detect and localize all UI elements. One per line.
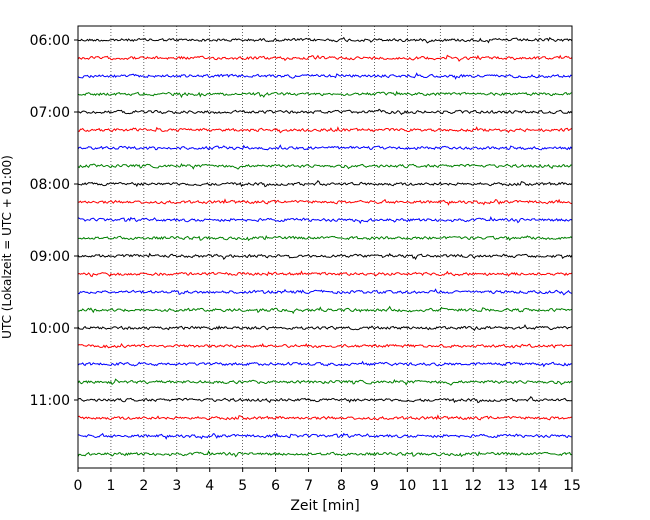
trace-line xyxy=(77,378,573,386)
trace-line xyxy=(77,235,573,242)
x-tick-label: 0 xyxy=(74,478,83,494)
x-tick-label: 1 xyxy=(106,478,115,494)
trace-line xyxy=(77,395,573,404)
trace-line xyxy=(77,414,573,421)
trace-line xyxy=(77,288,573,296)
trace-line xyxy=(77,252,573,261)
trace-line xyxy=(77,36,573,44)
trace-line xyxy=(77,432,573,440)
x-tick-label: 10 xyxy=(398,478,416,494)
y-tick-label: 06:00 xyxy=(30,33,70,49)
x-tick-label: 3 xyxy=(172,478,181,494)
trace-line xyxy=(77,144,573,151)
x-tick-label: 11 xyxy=(431,478,449,494)
x-tick-label: 2 xyxy=(139,478,148,494)
y-tick-label: 09:00 xyxy=(30,249,70,265)
trace-line xyxy=(77,450,573,458)
x-tick-label: 4 xyxy=(205,478,214,494)
plot-frame xyxy=(77,25,573,469)
y-tick-label: 08:00 xyxy=(30,177,70,193)
x-tick-label: 7 xyxy=(304,478,313,494)
trace-line xyxy=(77,162,573,170)
y-axis: 06:00 07:00 08:00 09:00 10:00 11:00 xyxy=(30,33,78,409)
x-axis-label: Zeit [min] xyxy=(290,498,359,514)
x-tick-label: 8 xyxy=(337,478,346,494)
y-tick-label: 10:00 xyxy=(30,321,70,337)
trace-line xyxy=(77,342,573,349)
vertical-grid xyxy=(110,26,540,468)
trace-line xyxy=(77,198,573,206)
x-axis: 0 1 2 3 4 5 6 7 8 9 10 11 12 13 14 15 xyxy=(74,468,581,494)
y-tick-label: 11:00 xyxy=(30,393,70,409)
trace-line xyxy=(77,126,573,134)
trace-line xyxy=(77,108,573,116)
trace-line xyxy=(77,216,573,225)
x-tick-label: 12 xyxy=(464,478,482,494)
x-tick-label: 13 xyxy=(497,478,515,494)
trace-line xyxy=(77,305,573,315)
trace-line xyxy=(77,360,573,368)
x-tick-label: 9 xyxy=(370,478,379,494)
y-axis-label: UTC (Lokalzeit = UTC + 01:00) xyxy=(0,155,14,339)
trace-line xyxy=(77,324,573,332)
x-tick-label: 5 xyxy=(238,478,247,494)
trace-line xyxy=(77,179,573,188)
x-tick-label: 6 xyxy=(271,478,280,494)
trace-line xyxy=(77,72,573,80)
x-tick-label: 15 xyxy=(563,478,581,494)
trace-group xyxy=(77,36,573,458)
trace-line xyxy=(77,90,573,99)
trace-line xyxy=(77,54,573,62)
x-tick-label: 14 xyxy=(530,478,548,494)
trace-line xyxy=(77,270,573,278)
y-tick-label: 07:00 xyxy=(30,105,70,121)
